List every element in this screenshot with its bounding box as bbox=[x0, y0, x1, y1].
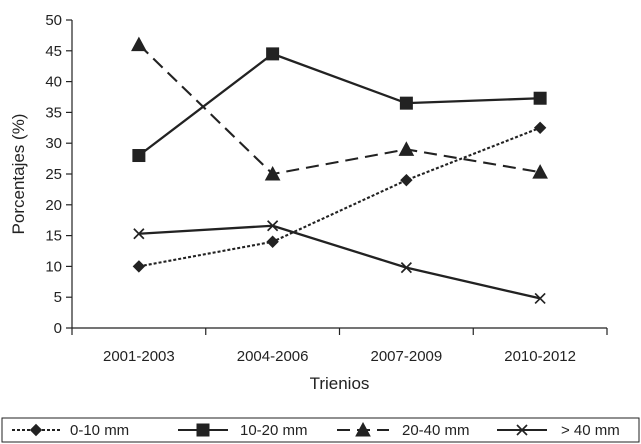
data-point-10-20-mm-2001-2003 bbox=[132, 149, 146, 163]
data-point-10-20-mm-2010-2012 bbox=[533, 91, 547, 105]
x-tick-label-2010-2012: 2010-2012 bbox=[504, 348, 576, 365]
legend-item-0-10-mm: 0-10 mm bbox=[12, 422, 129, 439]
legend-marker-10-20-mm bbox=[196, 423, 210, 437]
data-point-10-20-mm-2004-2006 bbox=[266, 47, 280, 61]
data-point-20-40-mm-2001-2003 bbox=[131, 36, 147, 52]
data-point-40-mm-2001-2003 bbox=[133, 228, 145, 240]
data-point-20-40-mm-2004-2006 bbox=[264, 165, 281, 181]
y-tick-label-35: 35 bbox=[45, 104, 62, 121]
x-tick-label-2001-2003: 2001-2003 bbox=[103, 348, 175, 365]
series-line-40-mm bbox=[138, 224, 541, 300]
y-axis-title: Porcentajes (%) bbox=[9, 114, 28, 235]
y-tick-label-5: 5 bbox=[54, 289, 62, 306]
legend-marker-20-40-mm bbox=[355, 421, 371, 437]
legend-marker-40-mm bbox=[516, 424, 528, 436]
data-point-40-mm-2004-2006 bbox=[267, 220, 279, 232]
y-tick-label-20: 20 bbox=[45, 197, 62, 214]
legend-item-20-40-mm: 20-40 mm bbox=[337, 421, 470, 439]
y-tick-label-30: 30 bbox=[45, 135, 62, 152]
y-tick-label-25: 25 bbox=[45, 166, 62, 183]
data-point-0-10-mm-2004-2006 bbox=[266, 235, 279, 248]
data-point-0-10-mm-2001-2003 bbox=[132, 260, 146, 273]
x-axis-title: Trienios bbox=[310, 374, 370, 393]
legend-label-20-40-mm: 20-40 mm bbox=[402, 422, 470, 439]
y-tick-label-15: 15 bbox=[45, 228, 62, 245]
x-tick-label-2007-2009: 2007-2009 bbox=[371, 348, 443, 365]
legend-label-0-10-mm: 0-10 mm bbox=[70, 422, 129, 439]
data-point-0-10-mm-2010-2012 bbox=[533, 121, 547, 135]
legend-label-40-mm: > 40 mm bbox=[561, 422, 620, 439]
data-point-20-40-mm-2007-2009 bbox=[398, 141, 415, 156]
legend-item-40-mm: > 40 mm bbox=[497, 422, 620, 439]
x-tick-label-2004-2006: 2004-2006 bbox=[237, 348, 309, 365]
y-tick-label-0: 0 bbox=[54, 320, 62, 337]
data-point-10-20-mm-2007-2009 bbox=[399, 96, 413, 110]
series-line-20-40-mm bbox=[138, 43, 541, 176]
legend-item-10-20-mm: 10-20 mm bbox=[178, 422, 308, 439]
series-line-0-10-mm bbox=[138, 126, 541, 268]
legend: 0-10 mm 10-20 mm 20-40 mm > 40 mm bbox=[1, 417, 640, 443]
data-point-40-mm-2010-2012 bbox=[534, 292, 546, 305]
data-point-20-40-mm-2010-2012 bbox=[532, 164, 548, 179]
y-tick-label-50: 50 bbox=[45, 12, 62, 29]
data-point-0-10-mm-2007-2009 bbox=[400, 173, 413, 187]
y-tick-label-10: 10 bbox=[45, 258, 62, 275]
data-point-40-mm-2007-2009 bbox=[400, 262, 412, 274]
y-tick-label-40: 40 bbox=[45, 74, 62, 91]
legend-marker-0-10-mm bbox=[29, 423, 43, 437]
legend-label-10-20-mm: 10-20 mm bbox=[240, 422, 308, 439]
series-line-10-20-mm bbox=[138, 52, 541, 157]
y-tick-label-45: 45 bbox=[45, 43, 62, 60]
